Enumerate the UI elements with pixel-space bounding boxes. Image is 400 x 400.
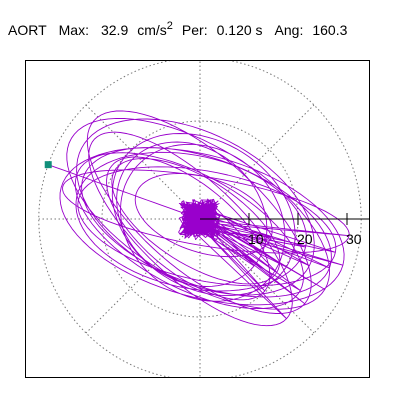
max-unit-exponent: 2 — [166, 20, 173, 32]
period-label: Per: — [181, 22, 208, 38]
polar-plot: 10 20 30 — [25, 60, 370, 378]
radial-tick-label-30: 30 — [346, 231, 362, 247]
angle-label: Ang: — [274, 22, 304, 38]
max-point-marker — [44, 161, 52, 169]
channel-label: AORT — [8, 22, 47, 38]
trajectory-path — [48, 110, 350, 327]
polar-chart-svg: 10 20 30 — [38, 61, 369, 377]
angle-value: 160.3 — [312, 22, 348, 38]
max-value: 32.9 — [100, 22, 129, 38]
max-unit: cm/s — [137, 22, 167, 38]
radial-tick-label-10: 10 — [248, 231, 264, 247]
grid-spoke-45 — [199, 104, 315, 220]
max-label: Max: — [58, 22, 89, 38]
period-value: 0.120 s — [216, 22, 263, 38]
header-readout: AORT Max: 32.9 cm/s2 Per: 0.120 s Ang: 160.3 — [8, 20, 347, 40]
radial-tick-label-20: 20 — [297, 231, 313, 247]
grid-spoke-135 — [85, 104, 201, 220]
grid-spoke-315 — [199, 218, 315, 334]
